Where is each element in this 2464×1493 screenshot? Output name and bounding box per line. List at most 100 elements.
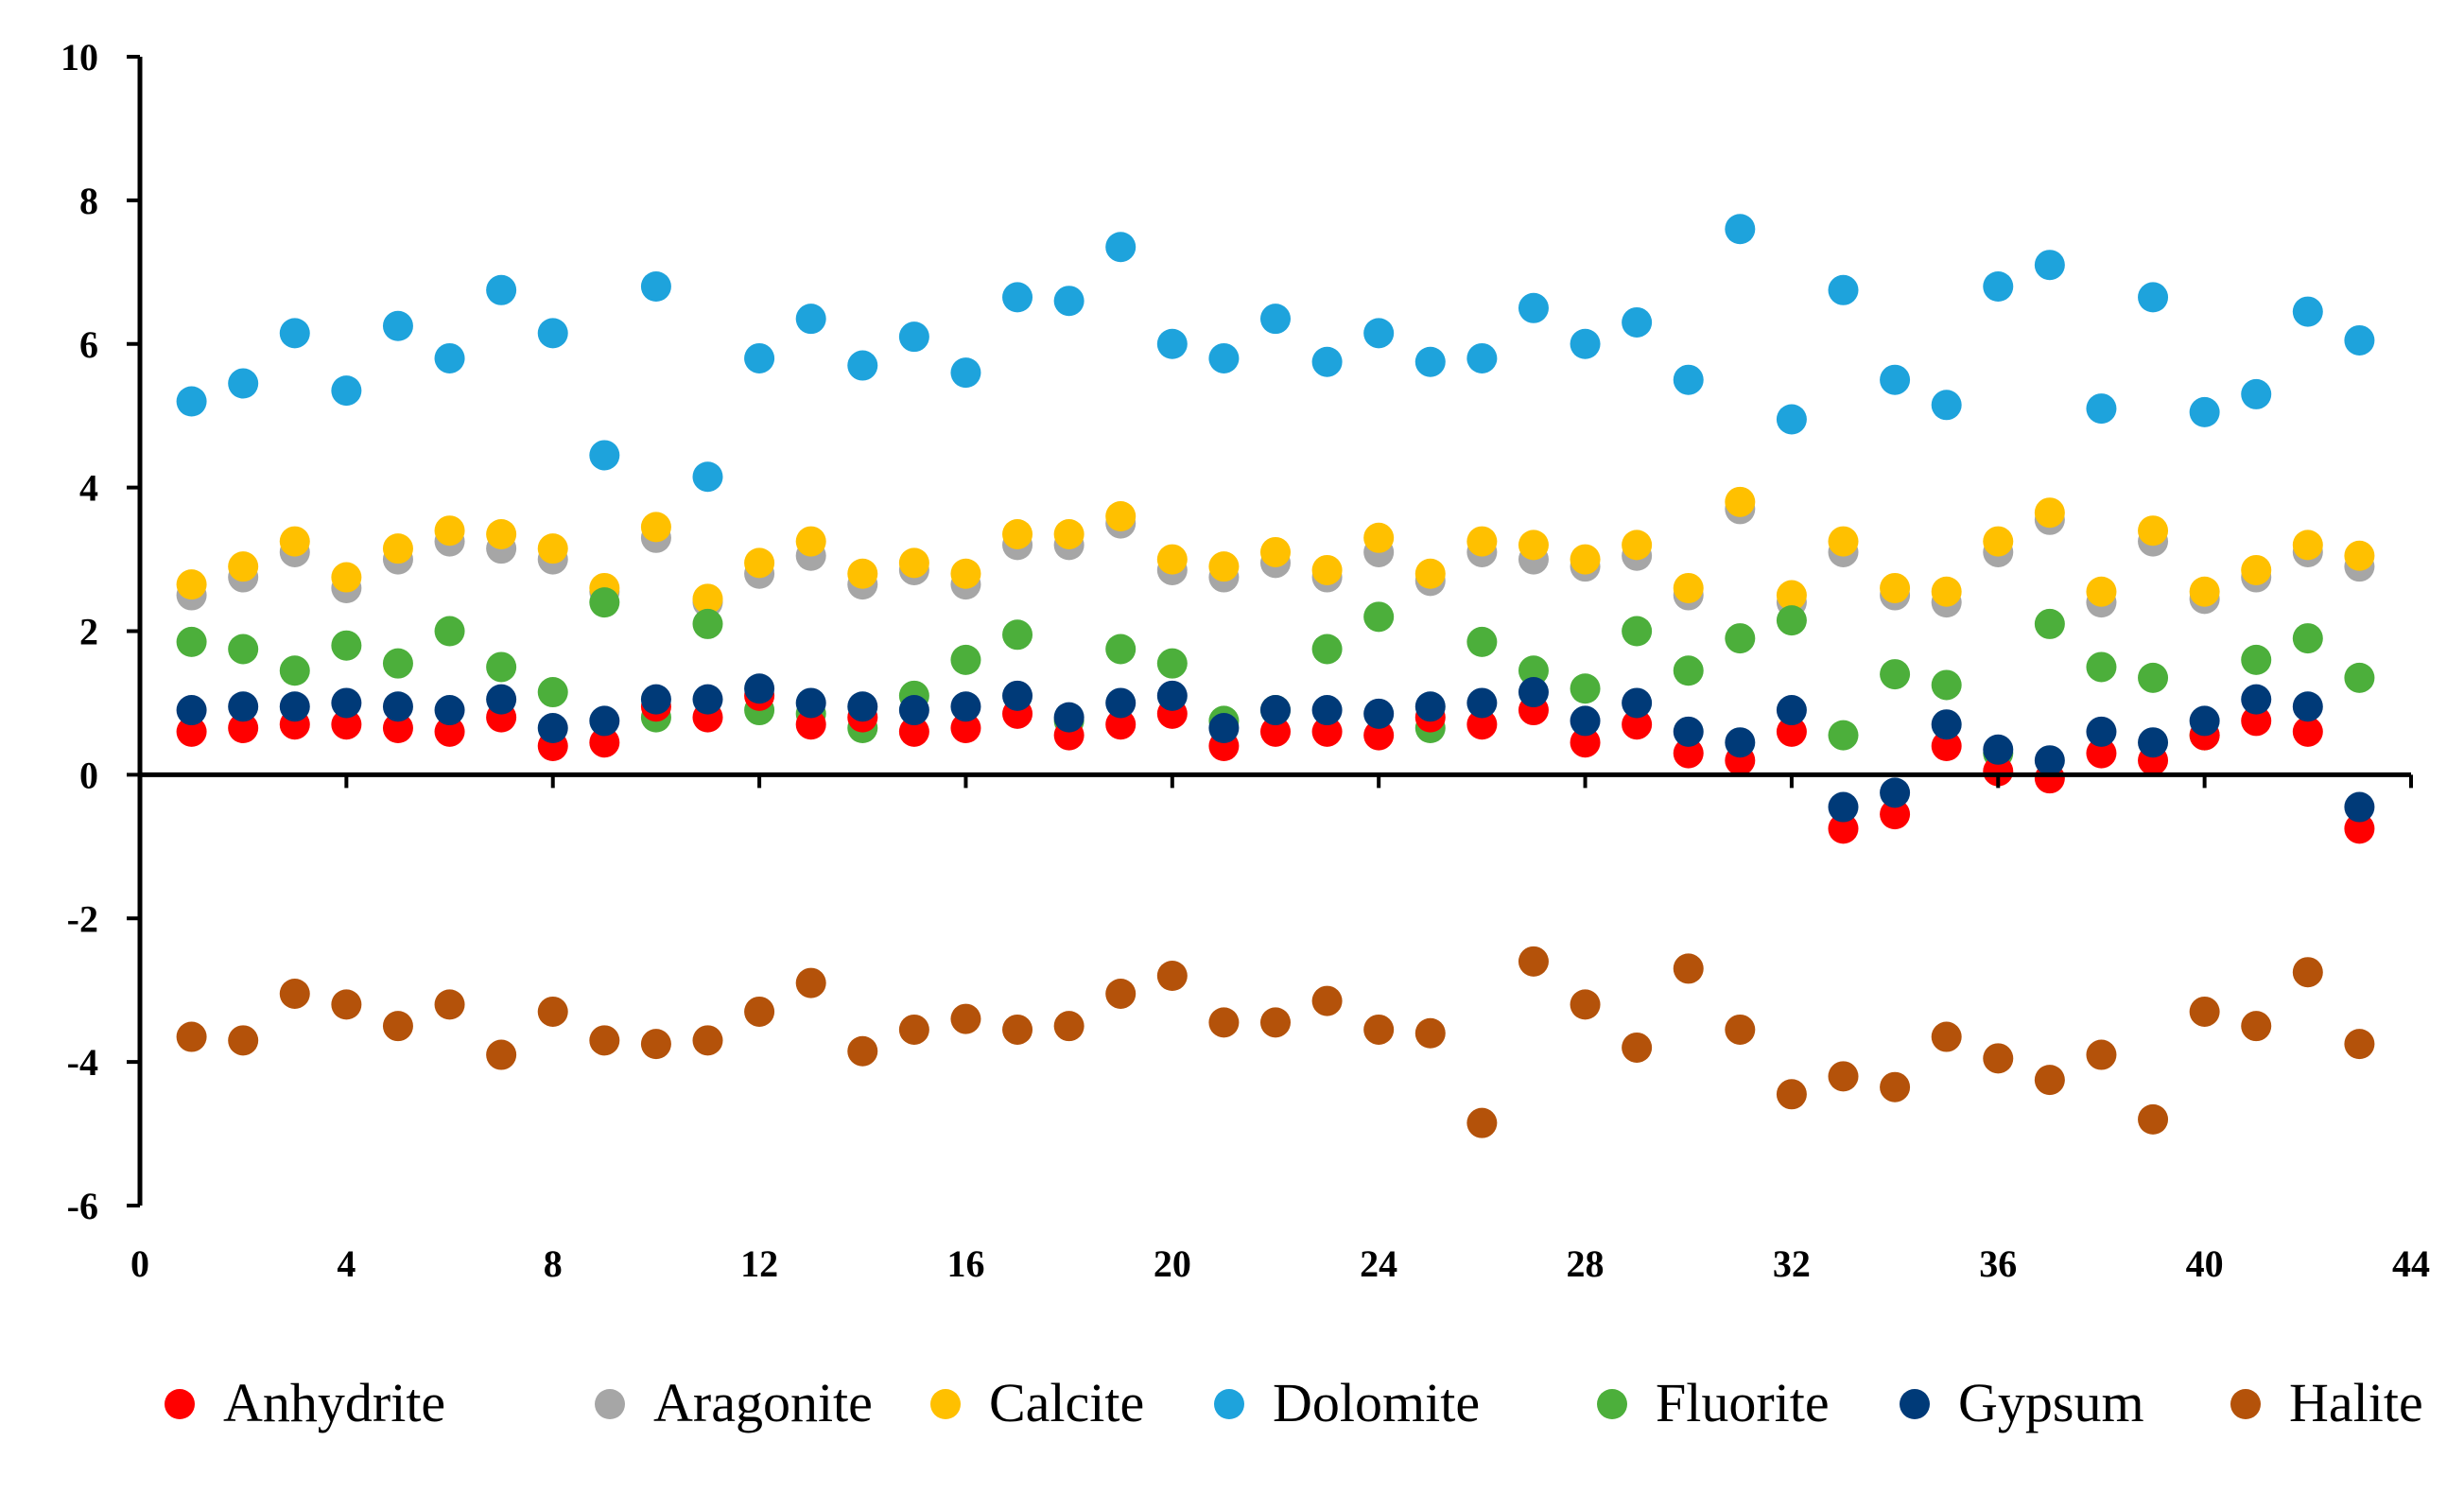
- halite-point: [1725, 1014, 1756, 1045]
- fluorite-point: [1828, 720, 1859, 751]
- y-tick-label: -4: [67, 1041, 98, 1084]
- calcite-point: [950, 558, 981, 589]
- halite-point: [1208, 1007, 1240, 1038]
- dolomite-point: [1931, 390, 1962, 421]
- fluorite-point: [950, 644, 981, 675]
- dolomite-point: [1311, 346, 1343, 377]
- fluorite-point: [1518, 655, 1549, 686]
- halite-point: [1518, 946, 1549, 977]
- gypsum-point: [640, 684, 671, 715]
- dolomite-point: [1260, 304, 1291, 335]
- halite-point: [2292, 957, 2323, 988]
- gypsum-point: [950, 691, 981, 722]
- calcite-point: [1105, 501, 1137, 531]
- gypsum-point: [2086, 716, 2117, 747]
- fluorite-point: [1725, 623, 1756, 654]
- calcite-point: [1053, 518, 1085, 549]
- calcite-point: [1725, 486, 1756, 517]
- halite-point: [2344, 1029, 2375, 1060]
- dolomite-point: [1053, 286, 1085, 317]
- y-tick-label: 6: [79, 323, 98, 366]
- halite-point: [640, 1029, 671, 1060]
- gypsum-point: [2138, 727, 2169, 758]
- anhydrite-point: [589, 727, 620, 758]
- fluorite-point: [1931, 669, 1962, 701]
- fluorite-point: [1156, 648, 1188, 679]
- halite-point: [1002, 1014, 1033, 1045]
- fluorite-point: [2292, 623, 2323, 654]
- halite-point: [2189, 996, 2220, 1027]
- fluorite-point: [2086, 651, 2117, 683]
- calcite-point: [1776, 580, 1807, 611]
- anhydrite-point: [2241, 705, 2272, 737]
- dolomite-point: [2138, 282, 2169, 313]
- anhydrite-point: [1622, 709, 1653, 740]
- legend-marker: [1214, 1389, 1244, 1419]
- anhydrite-point: [898, 716, 929, 747]
- gypsum-point: [795, 687, 826, 719]
- x-tick-label: 28: [1567, 1242, 1605, 1285]
- halite-point: [2241, 1011, 2272, 1042]
- anhydrite-point: [950, 713, 981, 744]
- dolomite-point: [1983, 271, 2014, 302]
- gypsum-point: [744, 673, 775, 704]
- anhydrite-point: [382, 713, 413, 744]
- gypsum-point: [1311, 695, 1343, 726]
- gypsum-point: [1931, 709, 1962, 740]
- halite-point: [1880, 1071, 1911, 1102]
- gypsum-point: [1105, 687, 1137, 719]
- gypsum-point: [228, 691, 259, 722]
- dolomite-point: [1105, 232, 1137, 263]
- calcite-point: [1466, 526, 1498, 557]
- halite-point: [744, 996, 775, 1027]
- calcite-point: [1260, 536, 1291, 567]
- fluorite-point: [1776, 605, 1807, 636]
- x-tick-label: 32: [1773, 1242, 1811, 1285]
- legend-label: Dolomite: [1273, 1372, 1480, 1433]
- gypsum-point: [1983, 734, 2014, 765]
- y-tick-label: -2: [67, 897, 98, 940]
- dolomite-point: [950, 357, 981, 389]
- fluorite-point: [486, 651, 517, 683]
- gypsum-point: [1828, 791, 1859, 823]
- dolomite-point: [2034, 250, 2065, 281]
- anhydrite-point: [2086, 738, 2117, 769]
- dolomite-point: [2241, 378, 2272, 409]
- dolomite-point: [2189, 396, 2220, 427]
- fluorite-point: [589, 587, 620, 618]
- gypsum-point: [176, 695, 207, 726]
- y-tick-label: 10: [61, 36, 98, 78]
- halite-point: [1776, 1079, 1807, 1110]
- calcite-point: [1880, 572, 1911, 603]
- dolomite-point: [176, 386, 207, 417]
- halite-point: [1260, 1007, 1291, 1038]
- x-tick-label: 0: [130, 1242, 149, 1285]
- dolomite-point: [486, 274, 517, 305]
- gypsum-point: [847, 691, 878, 722]
- fluorite-point: [2034, 608, 2065, 639]
- data-points: [176, 214, 2375, 1138]
- y-tick-label: 0: [79, 754, 98, 796]
- calcite-point: [382, 533, 413, 564]
- halite-point: [1466, 1107, 1498, 1138]
- legend-label: Gypsum: [1958, 1372, 2144, 1433]
- x-tick-label: 24: [1360, 1242, 1397, 1285]
- dolomite-point: [898, 321, 929, 353]
- y-tick-label: -6: [67, 1185, 98, 1227]
- y-tick-label: 4: [79, 467, 98, 510]
- fluorite-point: [228, 634, 259, 665]
- calcite-point: [795, 526, 826, 557]
- fluorite-point: [2138, 662, 2169, 693]
- dolomite-point: [331, 375, 362, 407]
- calcite-point: [1673, 572, 1704, 603]
- halite-point: [1983, 1043, 2014, 1074]
- gypsum-point: [1363, 698, 1395, 729]
- calcite-point: [2034, 497, 2065, 529]
- fluorite-point: [1880, 659, 1911, 690]
- gypsum-point: [382, 691, 413, 722]
- legend-marker: [2230, 1389, 2261, 1419]
- calcite-point: [1622, 529, 1653, 561]
- anhydrite-point: [1776, 716, 1807, 747]
- dolomite-point: [2086, 393, 2117, 425]
- halite-point: [847, 1035, 878, 1067]
